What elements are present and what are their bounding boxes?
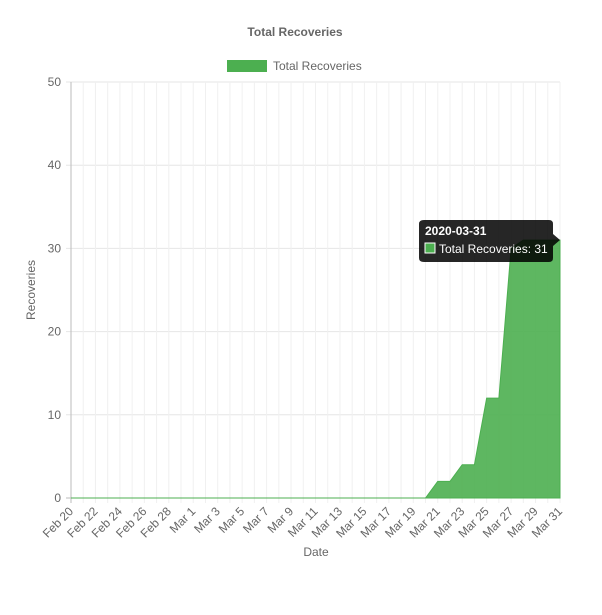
x-axis-label: Date: [303, 545, 329, 559]
x-tick-label: Mar 3: [191, 504, 223, 536]
legend-item[interactable]: Total Recoveries: [227, 59, 362, 73]
tooltip: 2020-03-31 Total Recoveries: 31: [419, 220, 560, 262]
y-tick-label: 0: [54, 491, 61, 505]
y-tick-label: 30: [48, 241, 62, 255]
tooltip-title: 2020-03-31: [425, 224, 487, 238]
y-tick-label: 10: [48, 408, 62, 422]
x-tick-label: Mar 1: [167, 504, 199, 536]
x-tick-label: Mar 7: [240, 504, 272, 536]
y-axis-label: Recoveries: [24, 260, 38, 320]
chart-title: Total Recoveries: [247, 25, 342, 39]
y-tick-label: 50: [48, 75, 62, 89]
tooltip-swatch: [424, 242, 436, 254]
tooltip-box: [419, 220, 560, 262]
x-tick-label: Mar 5: [216, 504, 248, 536]
legend-label: Total Recoveries: [273, 59, 362, 73]
legend-swatch: [227, 60, 267, 72]
area: [71, 239, 561, 499]
tooltip-label: Total Recoveries: 31: [439, 242, 548, 256]
y-tick-label: 20: [48, 325, 62, 339]
y-tick-label: 40: [48, 158, 62, 172]
